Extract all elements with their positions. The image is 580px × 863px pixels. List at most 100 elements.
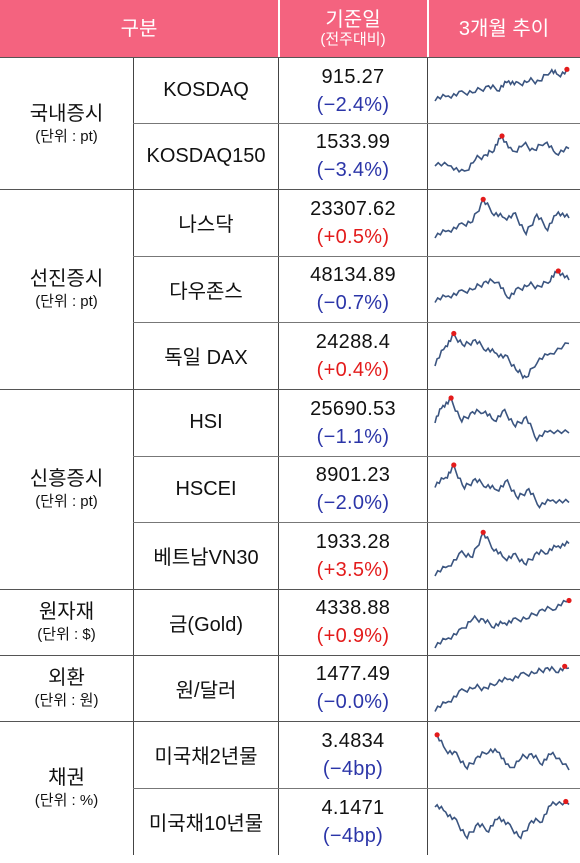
group-divider bbox=[0, 57, 580, 58]
sparkline-path bbox=[434, 332, 570, 380]
group-divider bbox=[0, 655, 580, 656]
group-unit: (단위 : 원) bbox=[34, 692, 99, 709]
weekly-change: (−2.0%) bbox=[316, 492, 390, 514]
index-value: 8901.23 bbox=[315, 464, 391, 486]
header-trend-label: 3개월 추이 bbox=[458, 17, 550, 40]
sparkline-path bbox=[434, 530, 570, 577]
header-category-label: 구분 bbox=[120, 17, 158, 40]
sparkline-ust-10y bbox=[434, 798, 570, 841]
row-value-gold: 4338.88 (+0.9%) bbox=[279, 589, 427, 655]
weekly-change: (−2.4%) bbox=[316, 93, 390, 116]
row-value-ust-2y: 3.4834 (−4bp) bbox=[279, 721, 427, 788]
weekly-change: (+0.4%) bbox=[316, 358, 390, 381]
index-value: 915.27 bbox=[321, 65, 385, 88]
sparkline-peak-marker bbox=[563, 798, 569, 805]
sparkline-kosdaq bbox=[434, 66, 570, 102]
index-value: 4.1471 bbox=[321, 796, 385, 819]
group-commodity: 원자재 (단위 : $) bbox=[0, 589, 133, 655]
sparkline-peak-marker bbox=[480, 529, 486, 535]
row-name-krw-usd: 원/달러 bbox=[175, 679, 237, 702]
group-divider bbox=[0, 721, 580, 722]
group-divider bbox=[0, 589, 580, 590]
sparkline-krw-usd bbox=[434, 663, 570, 712]
row-divider bbox=[133, 456, 580, 457]
row-name-gold: 금(Gold) bbox=[169, 613, 243, 636]
group-bond: 채권 (단위 : %) bbox=[0, 721, 133, 855]
index-value: 1477.49 bbox=[315, 663, 391, 685]
row-name-ust-2y: 미국채2년물 bbox=[154, 746, 258, 768]
row-divider bbox=[133, 522, 580, 523]
sparkline-peak-marker bbox=[499, 133, 505, 139]
sparkline-path bbox=[434, 463, 570, 509]
weekly-change: (+0.9%) bbox=[316, 625, 390, 647]
row-name-hscei: HSCEI bbox=[175, 477, 237, 500]
index-value: 24288.4 bbox=[315, 330, 391, 353]
sparkline-kosdaq150 bbox=[434, 133, 570, 173]
index-value: 1933.28 bbox=[315, 530, 391, 553]
row-divider bbox=[133, 256, 580, 257]
index-value: 3.4834 bbox=[321, 729, 385, 752]
header-base-date: 기준일 (전주대비) bbox=[278, 0, 428, 57]
index-value: 25690.53 bbox=[310, 397, 396, 420]
sparkline-peak-marker bbox=[451, 330, 457, 337]
row-value-vn30: 1933.28 (+3.5%) bbox=[279, 522, 427, 589]
group-developed: 선진증시 (단위 : pt) bbox=[0, 189, 133, 389]
row-name-dax: 독일 DAX bbox=[164, 347, 248, 369]
group-name: 채권 bbox=[48, 767, 85, 789]
sparkline-dow bbox=[434, 268, 570, 303]
sparkline-gold bbox=[434, 597, 572, 649]
group-unit: (단위 : pt) bbox=[35, 493, 98, 510]
row-value-kosdaq: 915.27 (−2.4%) bbox=[279, 58, 427, 123]
sparkline-vn30 bbox=[434, 529, 570, 577]
header-category: 구분 bbox=[0, 0, 278, 57]
group-unit: (단위 : pt) bbox=[35, 127, 98, 145]
group-name: 신흥증시 bbox=[29, 468, 104, 490]
row-value-krw-usd: 1477.49 (−0.0%) bbox=[279, 655, 427, 721]
sparkline-peak-marker bbox=[451, 462, 457, 468]
sparkline-path bbox=[434, 733, 570, 771]
row-value-hscei: 8901.23 (−2.0%) bbox=[279, 456, 427, 522]
group-divider bbox=[0, 189, 580, 190]
weekly-change: (−1.1%) bbox=[316, 425, 390, 448]
sparkline-ust-2y bbox=[434, 732, 570, 771]
row-name-nasdaq: 나스닥 bbox=[178, 214, 234, 236]
index-value: 23307.62 bbox=[310, 197, 396, 220]
row-value-dow: 48134.89 (−0.7%) bbox=[279, 256, 427, 322]
sparkline-nasdaq bbox=[434, 196, 570, 239]
index-value: 1533.99 bbox=[315, 131, 391, 153]
sparkline-peak-marker bbox=[480, 196, 486, 202]
sparkline-hscei bbox=[434, 462, 570, 509]
sparkline-peak-marker bbox=[564, 66, 570, 72]
group-name: 외환 bbox=[48, 667, 85, 689]
sparkline-peak-marker bbox=[555, 268, 561, 274]
weekly-change: (+0.5%) bbox=[316, 225, 390, 248]
row-name-vn30: 베트남VN30 bbox=[153, 547, 259, 569]
sparkline-peak-marker bbox=[448, 395, 454, 401]
weekly-change: (−0.0%) bbox=[316, 691, 390, 713]
sparkline-path bbox=[434, 68, 570, 102]
row-name-kosdaq150: KOSDAQ150 bbox=[146, 144, 266, 167]
weekly-change: (−3.4%) bbox=[316, 159, 390, 181]
row-divider bbox=[133, 788, 580, 789]
sparkline-dax bbox=[434, 330, 570, 380]
group-unit: (단위 : %) bbox=[34, 792, 99, 809]
row-value-hsi: 25690.53 (−1.1%) bbox=[279, 389, 427, 456]
header-base-date-label: 기준일 bbox=[325, 8, 381, 31]
row-value-ust-10y: 4.1471 (−4bp) bbox=[279, 788, 427, 855]
row-name-dow: 다우존스 bbox=[169, 280, 243, 303]
group-fx: 외환 (단위 : 원) bbox=[0, 655, 133, 721]
group-divider bbox=[0, 389, 580, 390]
row-value-dax: 24288.4 (+0.4%) bbox=[279, 322, 427, 389]
row-name-kosdaq: KOSDAQ bbox=[163, 79, 249, 101]
header-base-date-sublabel: (전주대비) bbox=[320, 30, 386, 48]
weekly-change: (−4bp) bbox=[322, 757, 384, 780]
sparkline-peak-marker bbox=[562, 663, 568, 669]
sparkline-hsi bbox=[434, 395, 570, 443]
sparkline-peak-marker bbox=[434, 732, 440, 738]
sparkline-path bbox=[434, 800, 570, 841]
index-value: 48134.89 bbox=[310, 264, 396, 286]
row-value-nasdaq: 23307.62 (+0.5%) bbox=[279, 189, 427, 256]
group-unit: (단위 : pt) bbox=[35, 293, 98, 310]
group-name: 원자재 bbox=[38, 601, 95, 623]
sparkline-path bbox=[434, 197, 570, 239]
